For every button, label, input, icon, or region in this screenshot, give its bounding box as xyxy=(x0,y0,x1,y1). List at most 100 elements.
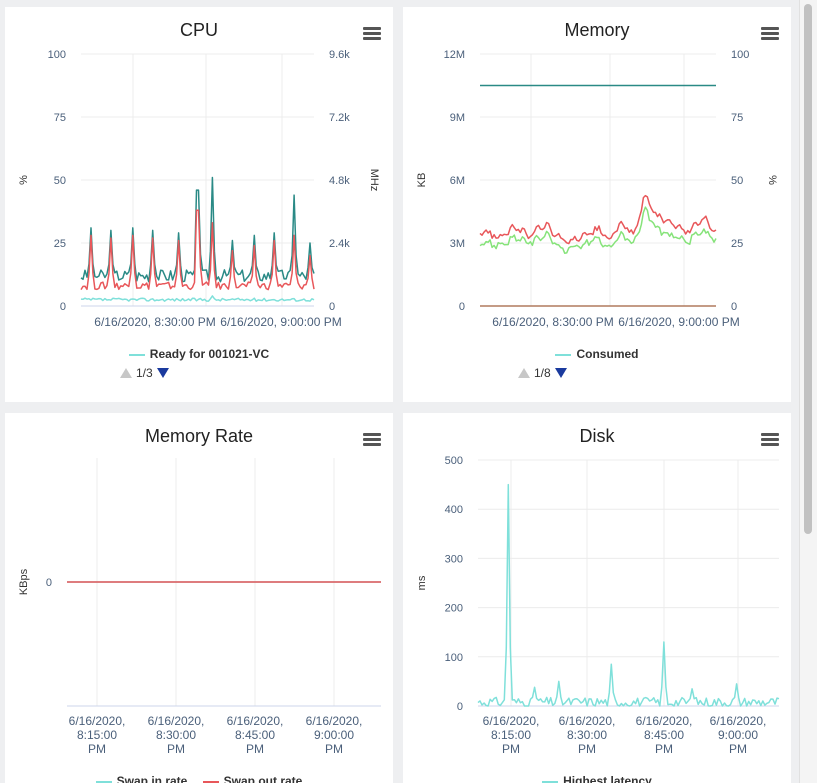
y-right-tick-label: 7.2k xyxy=(329,112,350,124)
x-tick-label: PM xyxy=(729,742,747,756)
disk-panel: Disk 0 100 200 300 400 500 ms 6/16/2020, 8:15:00… xyxy=(403,413,791,783)
y-tick-label: 500 xyxy=(445,455,463,467)
disk-chart: 0100200300400500ms6/16/2020,8:15:00PM6/1… xyxy=(416,455,780,756)
memory-chart: 0 3M 6M 9M 12M 0 25 50 75 100 KB % 6/16/2020, 8:30:0… xyxy=(416,49,778,329)
x-tick-label: 6/16/2020, 8:30:00 PM xyxy=(94,315,215,329)
series-line xyxy=(479,206,717,254)
x-tick-label: 9:00:00 xyxy=(718,728,758,742)
y-tick-label: 9M xyxy=(450,112,465,124)
series-line xyxy=(477,483,780,707)
x-tick-label: 6/16/2020, xyxy=(148,714,205,728)
y-axis-title: ms xyxy=(416,575,428,590)
series-line xyxy=(80,295,315,302)
cpu-chart: 0 25 50 75 100 0 2.4k 4.8k 7.2k 9.6k% MHz 6/16/2020… xyxy=(18,49,380,329)
y-tick-label: 3M xyxy=(450,238,465,250)
pager-text: 1/8 xyxy=(534,366,551,380)
y-axis-title-right: % xyxy=(766,175,778,185)
panel-title: Memory Rate xyxy=(144,426,254,446)
x-tick-label: PM xyxy=(167,742,185,756)
y-tick-label: 100 xyxy=(48,49,66,61)
legend-swatch xyxy=(555,353,572,356)
series-line xyxy=(479,194,717,245)
page-down-icon[interactable] xyxy=(554,368,567,378)
x-tick-label: 6/16/2020, 9:00:00 PM xyxy=(220,315,341,329)
x-tick-label: 8:45:00 xyxy=(644,728,684,742)
x-tick-label: PM xyxy=(246,742,264,756)
chart-menu-icon[interactable] xyxy=(363,27,381,41)
x-tick-label: 6/16/2020, xyxy=(559,714,616,728)
y-tick-label: 50 xyxy=(54,175,66,187)
x-tick-label: 8:15:00 xyxy=(77,728,117,742)
scrollbar-thumb[interactable] xyxy=(804,4,812,534)
legend-item[interactable]: Ready for 001021-VC xyxy=(128,347,269,361)
legend-swatch xyxy=(542,780,559,783)
y-tick-label: 0 xyxy=(46,577,52,589)
chart-menu-icon[interactable] xyxy=(363,433,381,447)
x-tick-label: 8:30:00 xyxy=(156,728,196,742)
chart-legend: Consumed xyxy=(403,347,791,361)
y-axis-title: KBps xyxy=(18,568,30,595)
y-tick-label: 75 xyxy=(54,112,66,124)
y-tick-label: 0 xyxy=(60,301,66,313)
y-right-tick-label: 50 xyxy=(731,175,743,187)
x-tick-label: 6/16/2020, 9:00:00 PM xyxy=(618,315,739,329)
y-tick-label: 300 xyxy=(445,553,463,565)
legend-item[interactable]: Consumed xyxy=(555,347,639,361)
chart-menu-icon[interactable] xyxy=(761,27,779,41)
legend-item[interactable]: Highest latency xyxy=(542,774,652,783)
y-right-tick-label: 9.6k xyxy=(329,49,350,61)
legend-item[interactable]: Swap in rate xyxy=(95,774,188,783)
x-tick-label: PM xyxy=(325,742,343,756)
x-tick-label: 6/16/2020, xyxy=(69,714,126,728)
legend-pager: 1/3 xyxy=(120,366,169,380)
memory-panel: Memory 0 3M 6M 9M 12M 0 25 50 75 100 KB% 6/16/2020,… xyxy=(403,7,791,402)
y-right-tick-label: 0 xyxy=(329,301,335,313)
legend-pager: 1/8 xyxy=(518,366,567,380)
y-right-tick-label: 0 xyxy=(731,301,737,313)
x-tick-label: 6/16/2020, xyxy=(227,714,284,728)
x-tick-label: 6/16/2020, xyxy=(636,714,693,728)
legend-swatch xyxy=(128,353,145,356)
x-tick-label: 6/16/2020, 8:30:00 PM xyxy=(492,315,613,329)
y-tick-label: 25 xyxy=(54,238,66,250)
legend-label: Swap in rate xyxy=(116,774,188,783)
x-tick-label: PM xyxy=(578,742,596,756)
page-scrollbar[interactable] xyxy=(799,0,817,783)
y-right-tick-label: 100 xyxy=(731,49,749,61)
y-tick-label: 12M xyxy=(444,49,465,61)
page-up-icon[interactable] xyxy=(120,368,132,378)
chart-legend: Ready for 001021-VC xyxy=(5,347,393,361)
legend-label: Swap out rate xyxy=(223,774,303,783)
y-right-tick-label: 4.8k xyxy=(329,175,350,187)
x-tick-label: PM xyxy=(655,742,673,756)
legend-swatch xyxy=(202,780,219,783)
y-tick-label: 100 xyxy=(445,652,463,664)
legend-swatch xyxy=(95,780,112,783)
memory-rate-panel: Memory Rate 0 KBps 6/16/2020, 8:15:00 PM 6/16… xyxy=(5,413,393,783)
panel-title: Disk xyxy=(579,426,615,446)
page-down-icon[interactable] xyxy=(156,368,169,378)
y-tick-label: 400 xyxy=(445,504,463,516)
series-line xyxy=(80,209,315,291)
x-tick-label: 8:15:00 xyxy=(491,728,531,742)
y-axis-title: KB xyxy=(416,173,428,188)
x-tick-label: PM xyxy=(88,742,106,756)
x-tick-label: 9:00:00 xyxy=(314,728,354,742)
y-tick-label: 6M xyxy=(450,175,465,187)
chart-legend: Highest latency xyxy=(403,774,791,783)
page-up-icon[interactable] xyxy=(518,368,530,378)
x-tick-label: 6/16/2020, xyxy=(483,714,540,728)
y-axis-title: % xyxy=(18,175,30,185)
chart-menu-icon[interactable] xyxy=(761,433,779,447)
chart-legend: Swap in rate Swap out rate xyxy=(5,774,393,783)
y-right-tick-label: 2.4k xyxy=(329,238,350,250)
legend-item[interactable]: Swap out rate xyxy=(202,774,303,783)
legend-label: Consumed xyxy=(576,347,639,361)
y-tick-label: 200 xyxy=(445,603,463,615)
x-tick-label: PM xyxy=(502,742,520,756)
legend-label: Highest latency xyxy=(563,774,652,783)
y-right-tick-label: 25 xyxy=(731,238,743,250)
x-tick-label: 8:30:00 xyxy=(567,728,607,742)
y-tick-label: 0 xyxy=(457,701,463,713)
x-tick-label: 6/16/2020, xyxy=(306,714,363,728)
